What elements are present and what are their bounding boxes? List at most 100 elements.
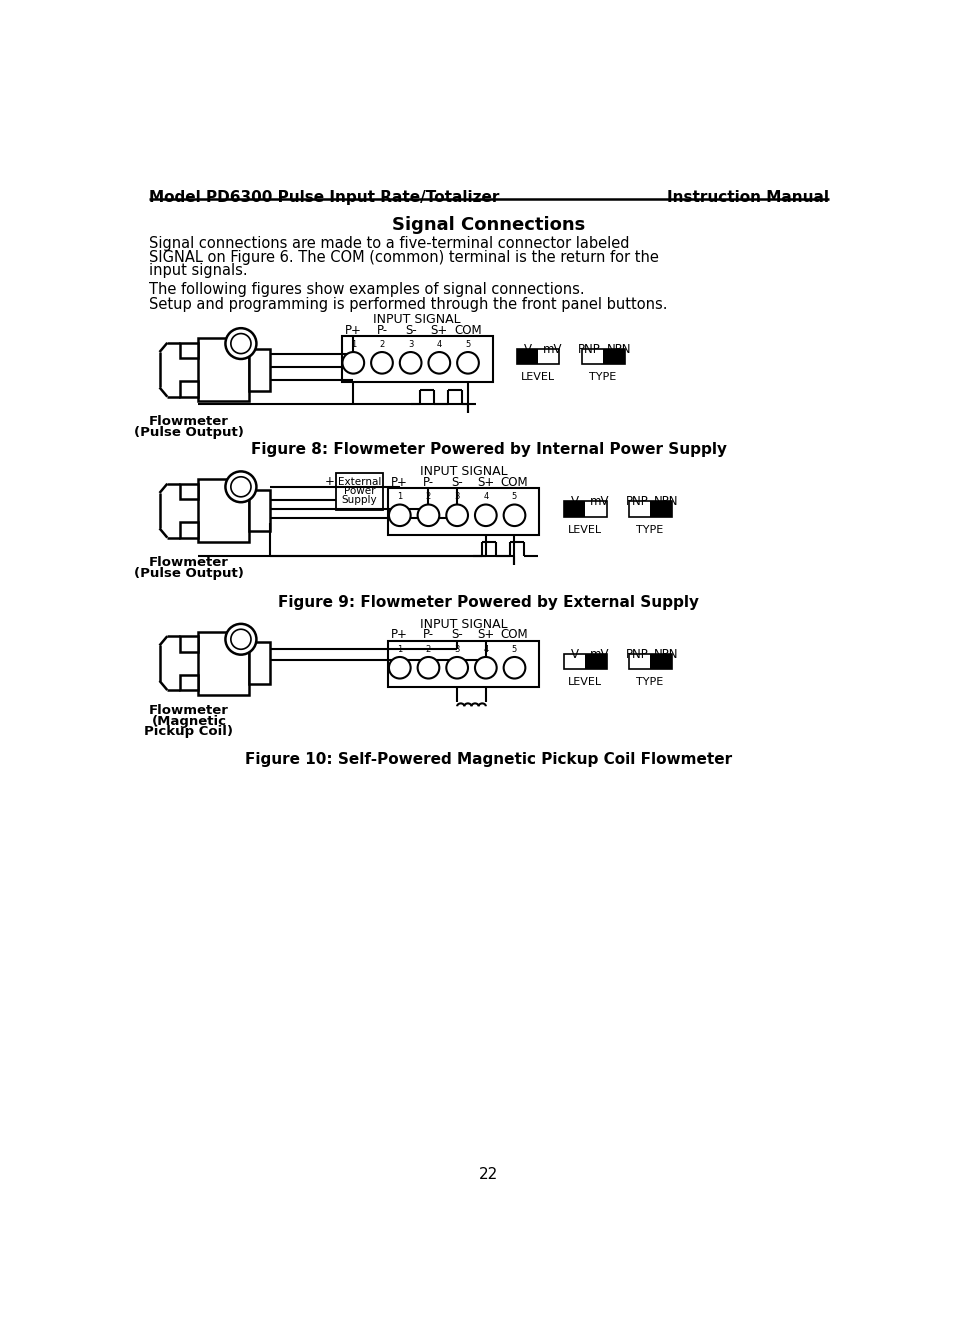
- Text: 1: 1: [351, 339, 355, 349]
- Text: Setup and programming is performed through the front panel buttons.: Setup and programming is performed throu…: [149, 297, 666, 311]
- Text: INPUT SIGNAL: INPUT SIGNAL: [419, 617, 507, 631]
- Text: 5: 5: [512, 492, 517, 501]
- Text: 3: 3: [454, 645, 459, 653]
- Text: (Pulse Output): (Pulse Output): [134, 426, 244, 440]
- Circle shape: [231, 477, 251, 497]
- Text: COM: COM: [454, 323, 481, 337]
- Text: TYPE: TYPE: [636, 525, 663, 534]
- Text: V: V: [570, 496, 578, 508]
- Bar: [249, 643, 270, 684]
- Text: mV: mV: [542, 343, 561, 355]
- Bar: [563, 653, 606, 669]
- Text: Power: Power: [343, 486, 375, 496]
- Circle shape: [371, 353, 393, 374]
- Text: Figure 8: Flowmeter Powered by Internal Power Supply: Figure 8: Flowmeter Powered by Internal …: [251, 442, 726, 457]
- Circle shape: [428, 353, 450, 374]
- Circle shape: [389, 657, 410, 679]
- Bar: [179, 484, 198, 500]
- Circle shape: [231, 629, 251, 649]
- Bar: [335, 473, 382, 510]
- Text: LEVEL: LEVEL: [567, 525, 601, 534]
- Text: 3: 3: [454, 492, 459, 501]
- Circle shape: [342, 353, 364, 374]
- Circle shape: [417, 657, 439, 679]
- Text: mV: mV: [589, 496, 609, 508]
- Bar: [179, 343, 198, 358]
- Circle shape: [231, 334, 251, 354]
- Bar: [563, 501, 584, 517]
- Text: 5: 5: [465, 339, 470, 349]
- Text: INPUT SIGNAL: INPUT SIGNAL: [373, 313, 460, 326]
- Text: 1: 1: [396, 492, 402, 501]
- Text: 3: 3: [408, 339, 413, 349]
- Text: Model PD6300 Pulse Input Rate/Totalizer: Model PD6300 Pulse Input Rate/Totalizer: [149, 190, 498, 204]
- Circle shape: [225, 624, 256, 655]
- Bar: [581, 349, 624, 365]
- Text: NPN: NPN: [654, 648, 678, 661]
- Bar: [649, 653, 671, 669]
- Circle shape: [417, 505, 439, 526]
- Circle shape: [389, 505, 410, 526]
- Text: TYPE: TYPE: [636, 677, 663, 687]
- Text: S-: S-: [404, 323, 416, 337]
- Text: P+: P+: [344, 323, 361, 337]
- Bar: [198, 338, 249, 401]
- Text: +: +: [325, 476, 335, 488]
- Text: S-: S-: [451, 476, 462, 489]
- Text: PNP: PNP: [625, 648, 648, 661]
- Text: P-: P-: [422, 476, 434, 489]
- Text: COM: COM: [500, 628, 528, 641]
- Text: 4: 4: [482, 492, 488, 501]
- Circle shape: [503, 657, 525, 679]
- Text: SIGNAL on Figure 6. The COM (common) terminal is the return for the: SIGNAL on Figure 6. The COM (common) ter…: [149, 250, 658, 265]
- Text: S+: S+: [476, 476, 494, 489]
- Text: 2: 2: [425, 492, 431, 501]
- Circle shape: [475, 505, 497, 526]
- Text: PNP: PNP: [625, 496, 648, 508]
- Text: 1: 1: [396, 645, 402, 653]
- Text: Signal connections are made to a five-terminal connector labeled: Signal connections are made to a five-te…: [149, 235, 629, 251]
- Text: TYPE: TYPE: [589, 371, 616, 382]
- Text: S-: S-: [451, 628, 462, 641]
- Bar: [198, 632, 249, 695]
- Bar: [517, 349, 558, 365]
- Text: 5: 5: [512, 645, 517, 653]
- Text: S+: S+: [476, 628, 494, 641]
- Bar: [649, 501, 671, 517]
- Text: V: V: [570, 648, 578, 661]
- Text: Signal Connections: Signal Connections: [392, 215, 585, 234]
- Text: Instruction Manual: Instruction Manual: [666, 190, 828, 204]
- Bar: [179, 381, 198, 397]
- Text: Flowmeter: Flowmeter: [149, 415, 229, 429]
- Bar: [517, 349, 537, 365]
- Bar: [341, 335, 493, 382]
- Bar: [602, 349, 624, 365]
- Text: 4: 4: [482, 645, 488, 653]
- Bar: [198, 480, 249, 542]
- Bar: [179, 522, 198, 537]
- Text: NPN: NPN: [654, 496, 678, 508]
- Text: Supply: Supply: [341, 496, 377, 505]
- Text: 4: 4: [436, 339, 441, 349]
- Text: INPUT SIGNAL: INPUT SIGNAL: [419, 465, 507, 478]
- Bar: [629, 653, 671, 669]
- Text: PNP: PNP: [578, 343, 600, 355]
- Bar: [388, 641, 538, 687]
- Text: P+: P+: [391, 476, 408, 489]
- Bar: [388, 489, 538, 534]
- Circle shape: [475, 657, 497, 679]
- Text: NPN: NPN: [606, 343, 631, 355]
- Text: 2: 2: [379, 339, 384, 349]
- Circle shape: [446, 657, 468, 679]
- Text: LEVEL: LEVEL: [520, 371, 555, 382]
- Circle shape: [225, 472, 256, 502]
- Text: External: External: [337, 477, 381, 486]
- Text: mV: mV: [589, 648, 609, 661]
- Text: 2: 2: [425, 645, 431, 653]
- Text: Pickup Coil): Pickup Coil): [144, 725, 233, 739]
- Bar: [629, 501, 671, 517]
- Text: S+: S+: [430, 323, 448, 337]
- Bar: [563, 501, 606, 517]
- Text: P-: P-: [422, 628, 434, 641]
- Bar: [179, 675, 198, 691]
